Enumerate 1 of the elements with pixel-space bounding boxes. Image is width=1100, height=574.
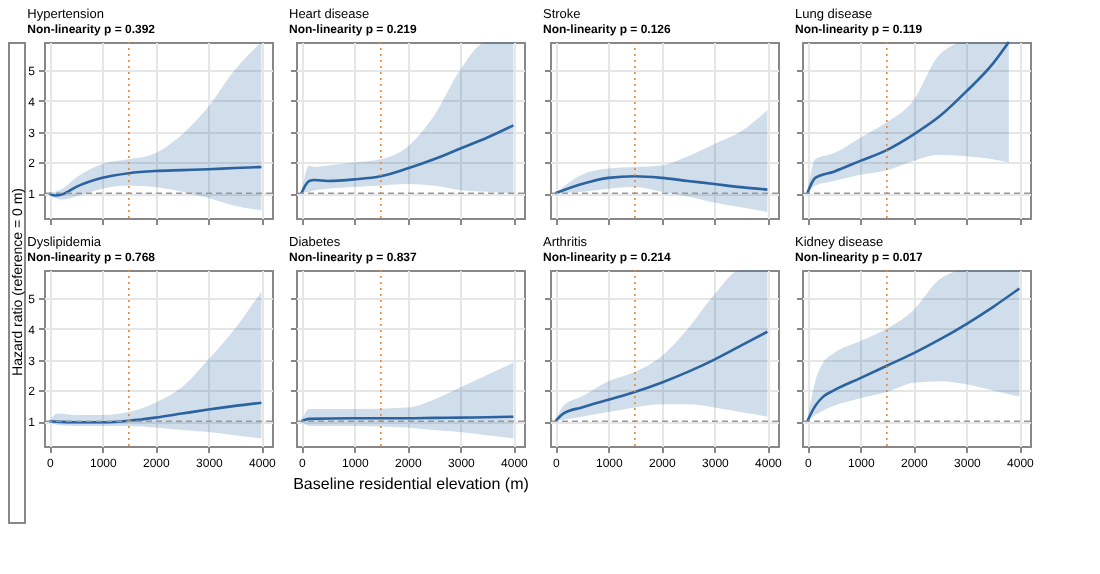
x-axis-title: Baseline residential elevation (m) [293, 475, 530, 493]
